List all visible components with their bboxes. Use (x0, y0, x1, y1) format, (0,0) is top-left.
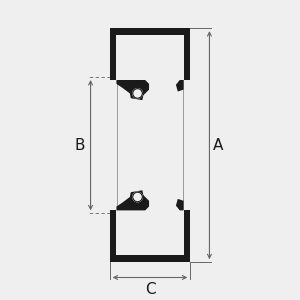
Text: C: C (145, 282, 155, 297)
Polygon shape (176, 80, 184, 92)
Polygon shape (110, 255, 190, 262)
Polygon shape (176, 199, 184, 210)
Text: A: A (213, 138, 224, 153)
Polygon shape (184, 35, 190, 80)
Polygon shape (116, 210, 184, 255)
Polygon shape (110, 35, 116, 80)
Polygon shape (110, 28, 190, 35)
Polygon shape (116, 80, 149, 100)
Polygon shape (184, 210, 190, 255)
Text: B: B (74, 138, 85, 153)
Polygon shape (110, 210, 116, 255)
Polygon shape (116, 35, 184, 80)
Circle shape (133, 88, 142, 98)
Polygon shape (116, 190, 149, 210)
Circle shape (133, 192, 142, 202)
Polygon shape (116, 74, 184, 80)
